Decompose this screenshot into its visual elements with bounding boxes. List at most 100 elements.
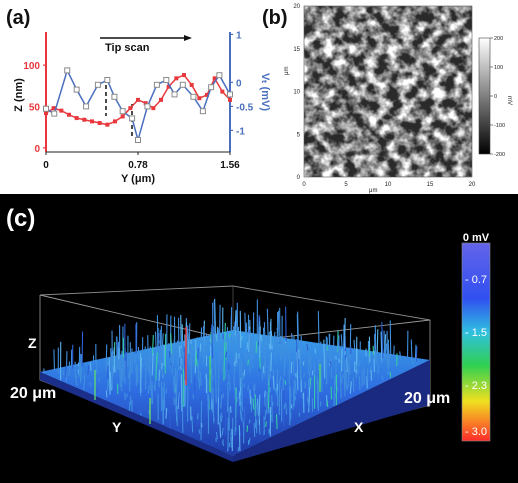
left-y-tick-labels: 0 50 100 [23,61,46,155]
surface-spike [252,398,255,410]
surface-spike [200,400,203,440]
voltage-colorbar-tick-label: 0 mV [463,232,490,244]
x-tick-label: 0.78 [128,160,148,171]
left-y-axis-title: Z (nm) [13,78,25,112]
surface-spike [161,362,163,369]
surface-spike [161,333,164,346]
surface-spike [373,354,375,359]
surface-spike [176,400,178,427]
surface-spike [170,363,172,369]
surface-spikes [43,298,418,452]
surface-spike [240,400,242,411]
surface-spike [290,333,294,344]
surface-spike [220,394,223,409]
z-data-point [51,106,56,111]
surface-spike [299,347,302,361]
voltage-data-point [163,77,170,83]
surface-spike [349,381,352,394]
panel-c: (c) Z Y X 20 μm 20 μm 0 mV - 0.7 - 1.5 - 2.… [0,194,518,483]
voltage-data-point [129,115,136,122]
surface-spike [228,332,231,338]
x-tick-label: 0 [43,160,49,171]
gray-colorbar-tick-label: 200 [494,36,503,42]
map-x-tick-label: 10 [385,182,392,188]
surface-spike [217,327,219,340]
voltage-data-point [199,108,206,115]
surface-spike [119,360,122,371]
map-x-tick-label: 20 [469,182,476,188]
surface-spike [213,300,216,338]
map-y-axis-title: μm [284,67,290,75]
voltage-data-point [179,81,186,88]
surface-spike [381,375,384,380]
z-data-point [166,84,171,89]
z-axis-label: Z [28,335,37,351]
surface-spike [300,335,303,356]
surface-spike [109,371,112,391]
surface-spike [197,348,199,360]
surface-spike [326,400,329,408]
surface-spike [172,376,175,393]
z-data-point [67,112,71,117]
surface-spike [247,359,249,366]
surface-spike [83,377,86,391]
surface-spike [246,352,249,357]
surface-spike [342,373,345,378]
surface-spike [128,401,131,411]
surface-spike [235,394,238,402]
surface-spike [168,409,171,429]
surface-spike [163,382,166,410]
surface-spike [283,357,286,377]
left-y-tick-label: 0 [34,144,40,155]
voltage-colorbar-tick-label: - 3.0 [465,426,487,438]
surface-spike [267,378,270,412]
surface-spike [192,394,195,399]
surface-spike [323,339,326,379]
voltage-data-point [227,91,233,98]
surface-spike [204,372,207,379]
surface-spike [149,357,152,362]
surface-spike [263,338,265,344]
voltage-data-point [119,108,126,115]
z-data-point [74,116,79,121]
surface-spike [142,362,145,368]
surface-spike [107,365,109,380]
surface-spike [288,349,291,385]
voltage-data-point [43,105,49,112]
surface-spike [191,359,194,364]
surface-spike [160,325,162,366]
surface-spike [170,333,173,354]
voltage-data-point [111,93,118,100]
surface-spike [339,358,342,364]
z-data-point [205,92,209,97]
surface-spike [173,397,175,405]
z-data-point [189,82,194,87]
map-y-tick-labels: 0 5 10 15 20 [293,4,300,181]
surface-spike [214,366,217,404]
voltage-data-point [153,81,160,88]
map-y-tick-label: 20 [293,4,300,10]
left-y-tick-label: 100 [23,61,40,72]
panel-c-label: (c) [6,205,35,232]
surface-spike [65,351,68,382]
surface-spike [238,425,241,452]
surface-spike [221,427,224,436]
surface-spike [147,335,149,371]
afm-image-frame [303,5,473,178]
surface-spike [279,356,282,362]
surface-spike [87,365,90,375]
surface-spike [162,399,165,424]
surface-spike [353,339,356,351]
map-x-tick-labels: 0 5 10 15 20 [302,182,476,188]
surface-spike [233,374,236,388]
surface-spike [384,345,387,360]
surface-spike [330,349,333,362]
voltage-colorbar-tick-label: - 2.3 [465,380,487,392]
surface-spike [198,429,201,434]
grayscale-colorbar-ticks: 200 100 0 -100 -200 [490,36,505,158]
surface-spike [118,349,121,388]
z-data-point [159,97,163,102]
surface-spike [304,381,307,388]
surface-spike [287,342,290,361]
surface-spike [239,431,242,437]
